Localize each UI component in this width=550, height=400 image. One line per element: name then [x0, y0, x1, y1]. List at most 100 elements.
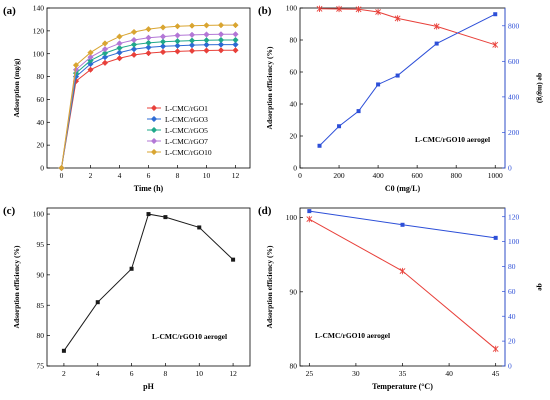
panel-a-series-4-point-12 — [232, 21, 239, 29]
panel-a-legend-marker-4 — [150, 148, 158, 156]
panel-a-ytick-label-4: 80 — [37, 72, 45, 81]
panel-c-ytick-label-2: 85 — [37, 301, 45, 310]
panel-b-series-1-point-3 — [376, 82, 381, 87]
panel-b-xtick-label-4: 800 — [451, 171, 463, 180]
panel-c-plot-frame — [46, 207, 251, 367]
panel-a-series-3-point-2 — [87, 53, 94, 61]
panel-a-label: (a) — [3, 5, 16, 17]
panel-a-series-4-point-6 — [145, 25, 152, 33]
panel-a-series-2-point-3 — [101, 49, 109, 57]
panel-b-ytick-label-1: 20 — [290, 132, 298, 141]
panel-b-xtick-label-2: 400 — [372, 171, 384, 180]
panel-a-series-4-point-11 — [217, 21, 225, 29]
panel-b-rtick-label-3: 600 — [508, 57, 520, 66]
panel-a-series-2-point-9 — [188, 37, 196, 44]
panel-b-series-0-point-3 — [375, 8, 382, 16]
panel-a-series-1-point-10 — [203, 41, 210, 48]
panel-a-series-1-point-3 — [101, 53, 109, 61]
panel-d-rtick-label-4: 80 — [508, 262, 516, 271]
panel-c-ytick-label-0: 75 — [37, 362, 45, 371]
panel-a-series-4-point-4 — [116, 33, 123, 40]
panel-a-xtick-label-3: 6 — [147, 171, 151, 180]
panel-a-series-1-point-9 — [188, 41, 196, 49]
panel-a-series-3-point-3 — [101, 45, 109, 53]
panel-d: (d) 25 30 35 40 45 80 90 100 0 20 40 60 80 100 120 qe Tem… — [258, 205, 545, 391]
panel-d-series-0-line — [309, 218, 497, 350]
panel-a-ytick-label-2: 40 — [37, 118, 45, 127]
panel-d-rtick-label-5: 100 — [508, 237, 520, 246]
panel-d-annotation: L-CMC/rGO10 aerogel — [315, 331, 390, 340]
panel-c-ylabel: Adsorption efficiency (%) — [12, 245, 21, 328]
panel-a-series-4-point-7 — [159, 24, 167, 31]
panel-a-legend-marker-1 — [150, 115, 158, 123]
panel-a-ytick-label-6: 120 — [33, 26, 45, 35]
panel-c-series-0-point-0 — [61, 348, 66, 353]
panel-a-series-0-point-8 — [174, 48, 181, 55]
panel-a-series-3-point-12 — [232, 31, 239, 38]
panel-a-legend-label-4: L-CMC/rGO10 — [165, 148, 212, 157]
panel-c-xtick-label-4: 10 — [196, 369, 204, 378]
panel-c-series-0-point-4 — [163, 215, 168, 220]
panel-c-xtick-label-2: 6 — [130, 369, 134, 378]
panel-b-ytick-label-5: 100 — [286, 4, 298, 13]
panel-b-xlabel: C0 (mg/L) — [385, 184, 421, 193]
panel-a-legend-marker-3 — [150, 137, 158, 145]
panel-d-rtick-label-1: 20 — [508, 337, 516, 346]
panel-a-series-1-point-4 — [116, 49, 123, 56]
panel-a-series-2-point-10 — [203, 37, 210, 44]
panel-a-series-4-point-9 — [188, 22, 196, 29]
panel-a-ytick-label-0: 0 — [40, 164, 44, 173]
panel-d-rtick-label-0: 0 — [508, 362, 512, 371]
panel-c-xtick-label-5: 12 — [229, 369, 237, 378]
panel-d-rtick-label-3: 60 — [508, 287, 516, 296]
panel-a-series-2-point-2 — [87, 57, 94, 64]
panel-c-xtick-label-3: 8 — [164, 369, 168, 378]
panel-a-series-0-point-4 — [116, 55, 123, 62]
panel-a-series-4-point-8 — [174, 23, 181, 30]
panel-a-series-3-point-6 — [145, 34, 152, 41]
panel-b-label: (b) — [258, 5, 272, 17]
panel-b-series-0-point-6 — [492, 41, 499, 48]
panel-a-series-0-point-3 — [101, 59, 109, 67]
panel-b-xtick-label-5: 1000 — [488, 171, 503, 180]
panel-a-xlabel: Time (h) — [134, 184, 164, 193]
panel-a-series-1-point-8 — [174, 42, 181, 49]
panel-a-ytick-label-5: 100 — [33, 49, 45, 58]
panel-d-xtick-label-0: 25 — [306, 369, 314, 378]
panel-c-ytick-label-3: 90 — [37, 270, 45, 279]
panel-a-ytick-label-1: 20 — [37, 141, 45, 150]
panel-c-series-0-point-3 — [146, 212, 151, 217]
panel-a-series-3-point-7 — [159, 33, 167, 40]
panel-c-series-0-point-2 — [129, 266, 134, 271]
panel-a-series-4-point-2 — [87, 49, 94, 56]
panel-b-rtick-label-2: 400 — [508, 92, 520, 101]
panel-b-series-1-point-0 — [317, 143, 322, 148]
panel-d-ytick-label-1: 90 — [290, 287, 298, 296]
panel-a-series-3-point-4 — [116, 40, 123, 47]
panel-b-rtick-label-0: 0 — [508, 164, 512, 173]
panel-b-series-1-point-1 — [337, 124, 342, 129]
panel-b-plot-frame — [299, 7, 506, 169]
panel-a-legend-label-1: L-CMC/rGO3 — [165, 115, 208, 124]
panel-a-series-2-point-7 — [159, 38, 167, 45]
panel-c-series-0-line — [63, 213, 234, 352]
panel-a-series-3-point-8 — [174, 32, 181, 39]
panel-b-series-1-point-5 — [434, 41, 439, 46]
panel-b-series-1-point-6 — [493, 12, 498, 17]
panel-a-series-4-point-10 — [203, 22, 210, 29]
panel-b-xtick-label-3: 600 — [412, 171, 424, 180]
panel-c-series-0-point-5 — [197, 225, 202, 230]
panel-c-xtick-label-1: 4 — [96, 369, 100, 378]
panel-b-series-0-point-0 — [316, 5, 323, 12]
panel-a-series-1-point-2 — [87, 60, 94, 68]
panel-a-xtick-label-6: 12 — [232, 171, 240, 180]
panel-a-xtick-label-1: 2 — [89, 171, 93, 180]
panel-a-series-0-point-9 — [188, 47, 196, 55]
panel-b-xtick-label-0: 0 — [298, 171, 302, 180]
panel-a-series-1-point-11 — [217, 41, 225, 48]
panel-a-series-2-point-11 — [217, 36, 225, 44]
panel-a-legend-marker-2 — [150, 126, 158, 134]
panel-d-ytick-label-0: 80 — [290, 362, 298, 371]
panel-a-xtick-label-0: 0 — [60, 171, 64, 180]
